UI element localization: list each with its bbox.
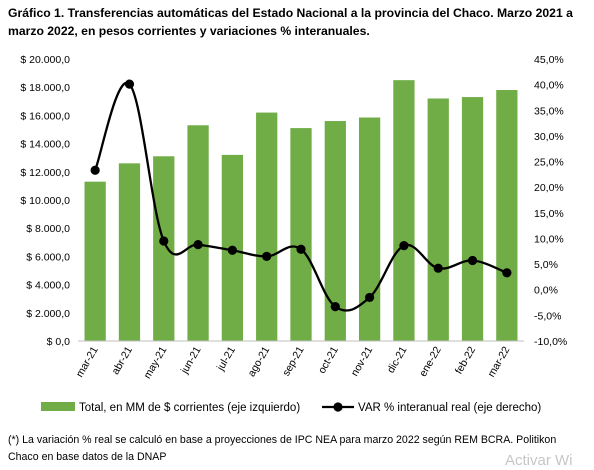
bar xyxy=(393,80,415,342)
line-point xyxy=(90,165,100,175)
y-right-tick-label: 10,0% xyxy=(534,233,564,245)
y-left-tick-label: $ 8.000,0 xyxy=(26,223,70,235)
y-right-tick-label: 45,0% xyxy=(534,54,564,66)
bar xyxy=(496,90,518,342)
bar xyxy=(358,117,381,341)
y-right-tick-label: 5,0% xyxy=(534,259,558,271)
x-tick-label: may-21 xyxy=(141,344,169,380)
legend-swatch-bars xyxy=(41,402,75,411)
line-point xyxy=(433,263,443,273)
y-right-tick-label: 0,0% xyxy=(534,285,558,297)
y-left-tick-label: $ 4.000,0 xyxy=(26,280,70,292)
x-tick-label: oct-21 xyxy=(316,344,341,375)
line-point xyxy=(124,79,135,89)
legend-label-line: VAR % interanual real (eje derecho) xyxy=(358,402,541,414)
bar xyxy=(118,163,141,341)
chart: $ 0,0 $ 2.000,0 $ 4.000,0 $ 6.000,0 $ 8.000,… xyxy=(20,54,567,414)
x-tick-label: feb-22 xyxy=(453,344,478,376)
line-point xyxy=(502,268,512,278)
y-left-tick-label: $ 6.000,0 xyxy=(26,251,70,263)
y-left-tick-label: $ 14.000,0 xyxy=(20,139,70,151)
line-point xyxy=(296,244,306,254)
y-left-tick-label: $ 2.000,0 xyxy=(26,308,70,320)
y-right-tick-label: 30,0% xyxy=(534,131,564,143)
bar xyxy=(187,125,209,342)
footnote: (*) La variación % real se calculó en ba… xyxy=(8,434,557,463)
line-point xyxy=(365,292,375,303)
x-tick-label: mar-22 xyxy=(485,344,512,379)
line-point xyxy=(399,241,409,251)
y-right-tick-label: 20,0% xyxy=(534,182,564,194)
line-point xyxy=(330,302,340,312)
x-tick-label: ago-21 xyxy=(246,344,273,378)
x-tick-label: dic-21 xyxy=(385,344,410,375)
y-left-tick-label: $ 0,0 xyxy=(47,336,71,348)
y-right-tick-label: -10,0% xyxy=(534,336,567,348)
bar xyxy=(324,121,346,341)
y-left-tick-label: $ 16.000,0 xyxy=(20,110,70,122)
legend-label-bars: Total, en MM de $ corrientes (eje izquie… xyxy=(79,402,300,414)
line-point xyxy=(193,240,203,250)
x-tick-label: jul-21 xyxy=(214,344,238,373)
bar xyxy=(461,97,484,341)
x-tick-label: abr-21 xyxy=(109,344,135,376)
line-point xyxy=(467,255,478,266)
x-tick-label: sep-21 xyxy=(280,344,307,378)
line-point xyxy=(227,245,237,255)
bar xyxy=(84,181,106,341)
y-left-tick-label: $ 10.000,0 xyxy=(20,195,70,207)
y-right-tick-label: 15,0% xyxy=(534,208,564,220)
legend-marker-line xyxy=(333,402,343,412)
x-tick-label: ene-22 xyxy=(417,344,444,378)
y-left-tick-label: $ 12.000,0 xyxy=(20,167,70,179)
y-right-tick-label: 35,0% xyxy=(534,105,564,117)
activation-watermark: Activar Wi xyxy=(505,452,573,469)
y-left-tick-label: $ 20.000,0 xyxy=(20,54,70,66)
x-tick-label: jun-21 xyxy=(178,344,204,376)
bar xyxy=(256,112,278,341)
x-tick-label: nov-21 xyxy=(349,344,376,378)
chart-title: Gráfico 1. Transferencias automáticas de… xyxy=(8,6,573,38)
y-right-tick-label: 40,0% xyxy=(534,80,564,92)
x-tick-label: mar-21 xyxy=(74,344,101,379)
line-point xyxy=(159,236,169,246)
bar xyxy=(153,156,175,341)
line-point xyxy=(262,251,272,261)
y-right-tick-label: 25,0% xyxy=(534,157,564,169)
bar xyxy=(427,98,449,341)
y-right-tick-label: -5,0% xyxy=(534,310,561,322)
bar xyxy=(290,128,312,341)
y-left-tick-label: $ 18.000,0 xyxy=(20,82,70,94)
